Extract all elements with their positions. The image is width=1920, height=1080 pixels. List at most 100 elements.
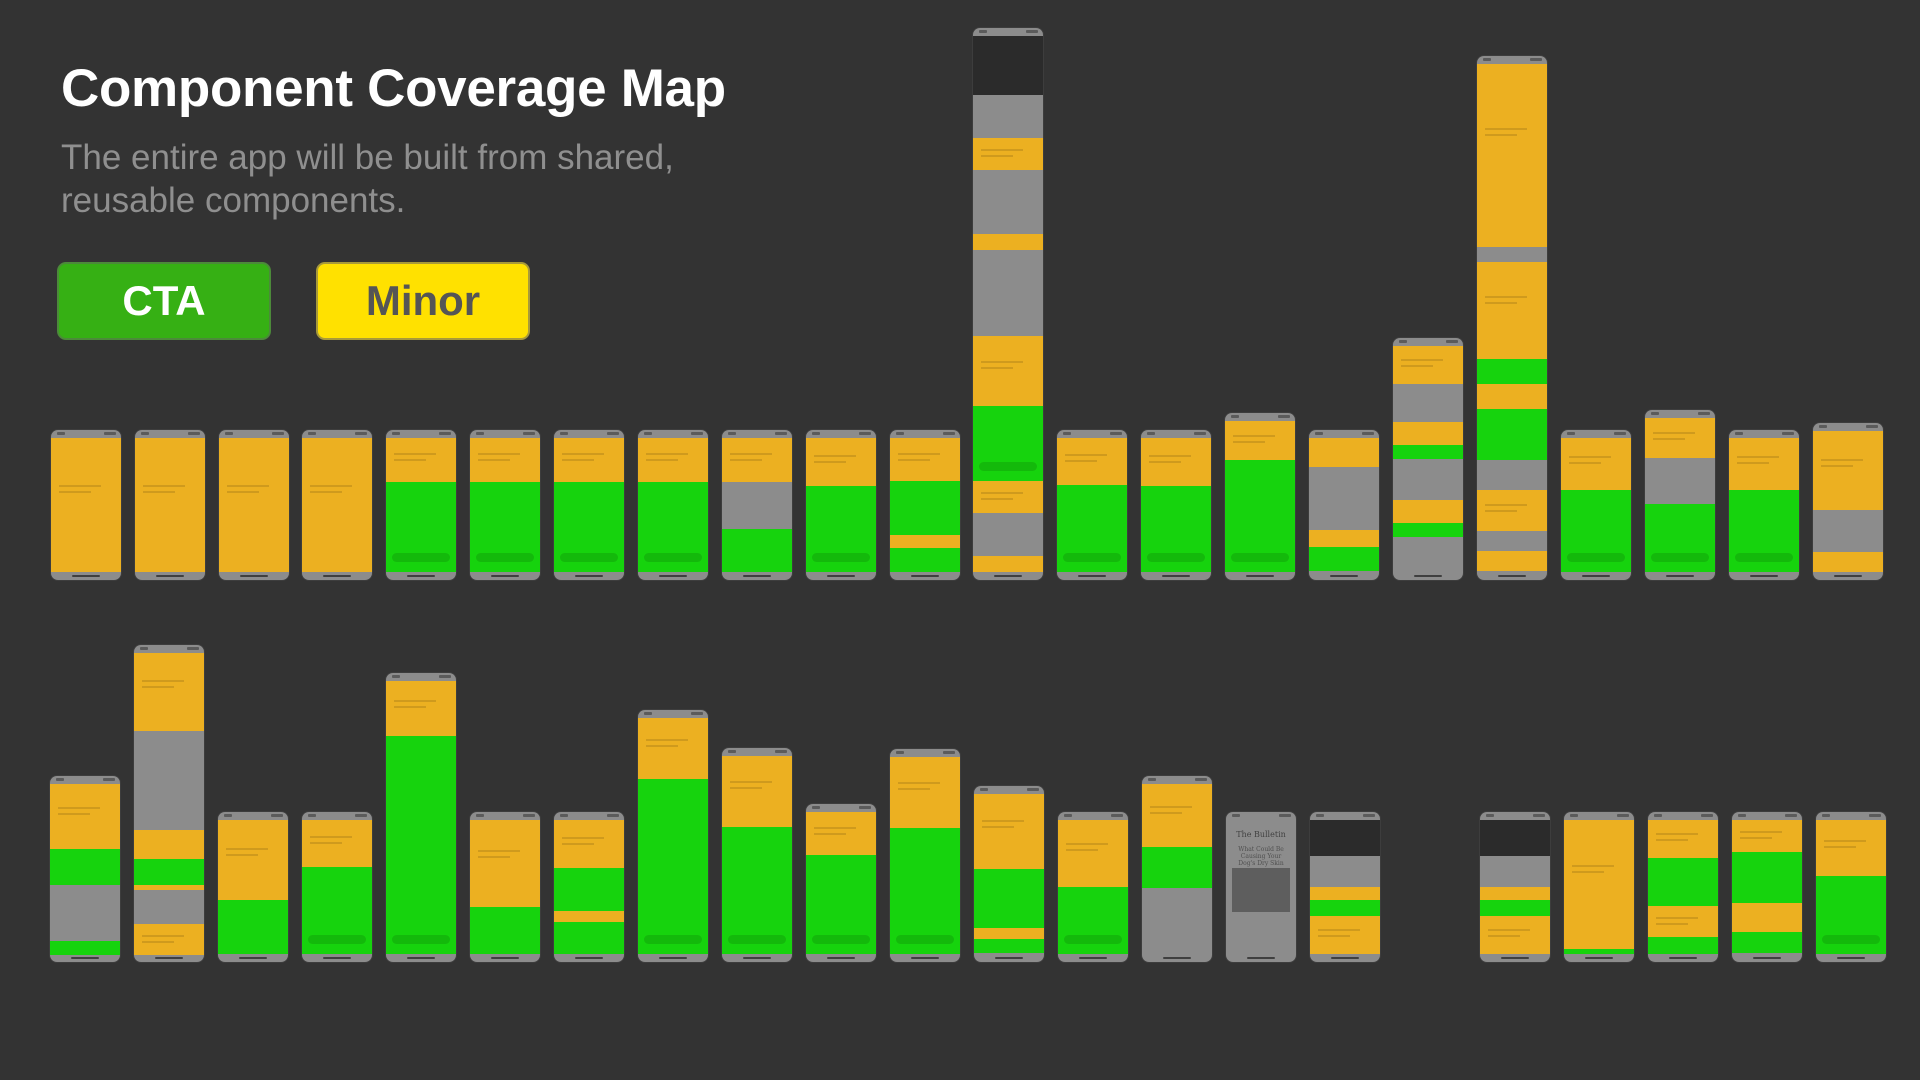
cta-component-block <box>890 548 960 572</box>
cta-component-block <box>1310 900 1380 916</box>
text-line <box>1485 296 1528 298</box>
screen-appointment-type <box>1561 430 1631 580</box>
status-bar <box>219 430 289 438</box>
cta-component-block <box>1648 858 1718 906</box>
text-line <box>981 367 1013 369</box>
button-placeholder <box>811 935 871 944</box>
home-indicator <box>1750 575 1778 577</box>
text-line <box>478 453 521 455</box>
text-line <box>562 843 594 845</box>
status-bar <box>1477 56 1547 64</box>
text-line <box>562 459 594 461</box>
minor-component-block <box>50 784 120 849</box>
status-bar <box>722 430 792 438</box>
screen-vaccine-history-2 <box>890 749 960 962</box>
screen-rate-appointment <box>1564 812 1634 962</box>
legend-minor-label: Minor <box>365 277 481 324</box>
text-line <box>1653 432 1696 434</box>
text-line <box>394 459 426 461</box>
minor-component-block <box>135 438 205 572</box>
text-line <box>1656 923 1688 925</box>
screen-account-setup <box>890 430 960 580</box>
button-placeholder <box>1650 553 1710 562</box>
home-indicator <box>407 575 435 577</box>
text-line <box>981 492 1024 494</box>
text-line <box>59 485 102 487</box>
cta-component-block <box>470 482 540 572</box>
text-line <box>730 781 773 783</box>
minor-component-block <box>470 820 540 907</box>
home-indicator <box>1162 575 1190 577</box>
screen-provider-profile <box>1477 56 1547 580</box>
status-bar <box>302 812 372 820</box>
clock-icon <box>1315 432 1323 435</box>
text-line <box>142 686 174 688</box>
content-component-block <box>973 250 1043 336</box>
minor-component-block <box>973 234 1043 250</box>
cta-component-block <box>1225 460 1295 572</box>
status-bar <box>1813 423 1883 431</box>
battery-icon <box>1869 814 1881 817</box>
battery-icon <box>859 432 871 435</box>
home-indicator <box>1834 575 1862 577</box>
minor-component-block <box>638 718 708 779</box>
minor-component-block <box>134 885 204 890</box>
status-bar <box>1648 812 1718 820</box>
text-line <box>1485 302 1517 304</box>
battery-icon <box>355 814 367 817</box>
text-line <box>226 854 258 856</box>
screen-pet-parent-type <box>386 430 456 580</box>
text-line <box>142 941 174 943</box>
status-bar <box>1729 430 1799 438</box>
home-indicator <box>1753 957 1781 959</box>
minor-component-block <box>1564 820 1634 949</box>
screen-public-review <box>1732 812 1802 962</box>
cta-component-block <box>134 859 204 885</box>
text-line <box>1737 456 1780 458</box>
home-indicator <box>1666 575 1694 577</box>
battery-icon <box>1698 412 1710 415</box>
status-bar <box>890 430 960 438</box>
text-line <box>646 745 678 747</box>
text-line <box>1065 454 1108 456</box>
home-indicator <box>575 575 603 577</box>
screen-bulletin-article: The Bulletin What Could Be Causing Your D… <box>1226 812 1296 962</box>
text-line <box>142 935 185 937</box>
battery-icon <box>187 647 199 650</box>
home-indicator <box>743 575 771 577</box>
button-placeholder <box>391 553 451 562</box>
page-subtitle: The entire app will be built from shared… <box>61 138 674 220</box>
text-line <box>1485 504 1528 506</box>
screen-review-tags <box>1648 812 1718 962</box>
minor-component-block <box>722 438 792 482</box>
content-component-block <box>1477 531 1547 551</box>
minor-component-block <box>470 438 540 482</box>
minor-component-block <box>974 794 1044 869</box>
text-line <box>562 453 605 455</box>
clock-icon <box>1147 432 1155 435</box>
text-line <box>1572 871 1604 873</box>
battery-icon <box>1278 415 1290 418</box>
minor-component-block <box>1477 64 1547 247</box>
minor-component-block <box>1813 552 1883 572</box>
text-line <box>981 361 1024 363</box>
screen-welcome-2 <box>135 430 205 580</box>
screen-review-notification <box>1480 812 1550 962</box>
status-bar <box>638 430 708 438</box>
text-line <box>1740 831 1783 833</box>
button-placeholder <box>1566 553 1626 562</box>
clock-icon <box>1819 425 1827 428</box>
minor-component-block <box>1813 431 1883 510</box>
text-line <box>730 787 762 789</box>
screen-provider-list <box>1393 338 1463 580</box>
cta-component-block <box>722 529 792 572</box>
text-line <box>814 461 846 463</box>
minor-component-block <box>1057 438 1127 485</box>
text-line <box>478 856 510 858</box>
status-bar <box>1058 812 1128 820</box>
status-bar <box>1816 812 1886 820</box>
status-bar <box>1732 812 1802 820</box>
text-line <box>1318 935 1350 937</box>
status-bar <box>470 812 540 820</box>
status-bar <box>722 748 792 756</box>
